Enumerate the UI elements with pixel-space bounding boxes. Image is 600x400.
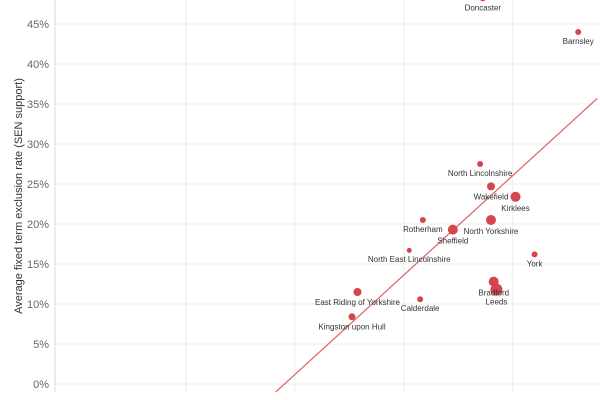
- point-label: North Lincolnshire: [448, 169, 513, 178]
- point-label: Leeds: [486, 298, 508, 307]
- point-label: Barnsley: [563, 37, 594, 46]
- trend-line: [275, 97, 598, 393]
- y-tick-label: 5%: [33, 339, 49, 351]
- data-point[interactable]: [348, 313, 356, 321]
- point-label: Kingston upon Hull: [318, 322, 385, 331]
- data-point[interactable]: [510, 191, 521, 202]
- data-point[interactable]: [480, 0, 486, 2]
- data-point[interactable]: [419, 217, 426, 223]
- point-label: North Yorkshire: [464, 227, 519, 236]
- y-tick-label: 10%: [27, 299, 49, 311]
- y-tick-label: 0%: [33, 379, 49, 391]
- point-label: Rotherham: [403, 225, 443, 234]
- point-label: Wakefield: [474, 192, 509, 201]
- y-tick-label: 25%: [27, 179, 49, 191]
- y-axis: 0% 5% 10% 15% 20% 25% 30% 35% 40% 45%: [27, 0, 56, 392]
- data-point[interactable]: [406, 247, 412, 253]
- y-axis-label: Average fixed term exclusion rate (SEN s…: [13, 78, 25, 314]
- point-label: North East Lincolnshire: [368, 255, 451, 264]
- data-point[interactable]: [417, 296, 424, 303]
- data-point[interactable]: [353, 288, 362, 296]
- point-label: Calderdale: [401, 304, 440, 313]
- data-point[interactable]: [447, 224, 458, 235]
- data-point[interactable]: [477, 161, 484, 167]
- point-label: Doncaster: [465, 3, 502, 12]
- data-points: [348, 0, 582, 321]
- y-tick-label: 40%: [27, 59, 49, 71]
- y-tick-label: 45%: [27, 19, 49, 31]
- point-label: East Riding of Yorkshire: [315, 298, 400, 307]
- point-label: Bradford: [478, 289, 509, 298]
- data-point[interactable]: [531, 251, 538, 258]
- y-tick-label: 30%: [27, 139, 49, 151]
- point-label: York: [527, 259, 544, 268]
- y-tick-label: 35%: [27, 99, 49, 111]
- point-label: Sheffield: [437, 237, 468, 246]
- data-point[interactable]: [486, 215, 496, 225]
- data-point[interactable]: [490, 283, 503, 296]
- y-tick-label: 20%: [27, 219, 49, 231]
- y-tick-label: 15%: [27, 259, 49, 271]
- point-labels: Doncaster Barnsley North Lincolnshire Wakef…: [315, 3, 594, 331]
- data-point[interactable]: [487, 182, 495, 191]
- data-point[interactable]: [575, 29, 582, 35]
- point-label: Kirklees: [501, 204, 529, 213]
